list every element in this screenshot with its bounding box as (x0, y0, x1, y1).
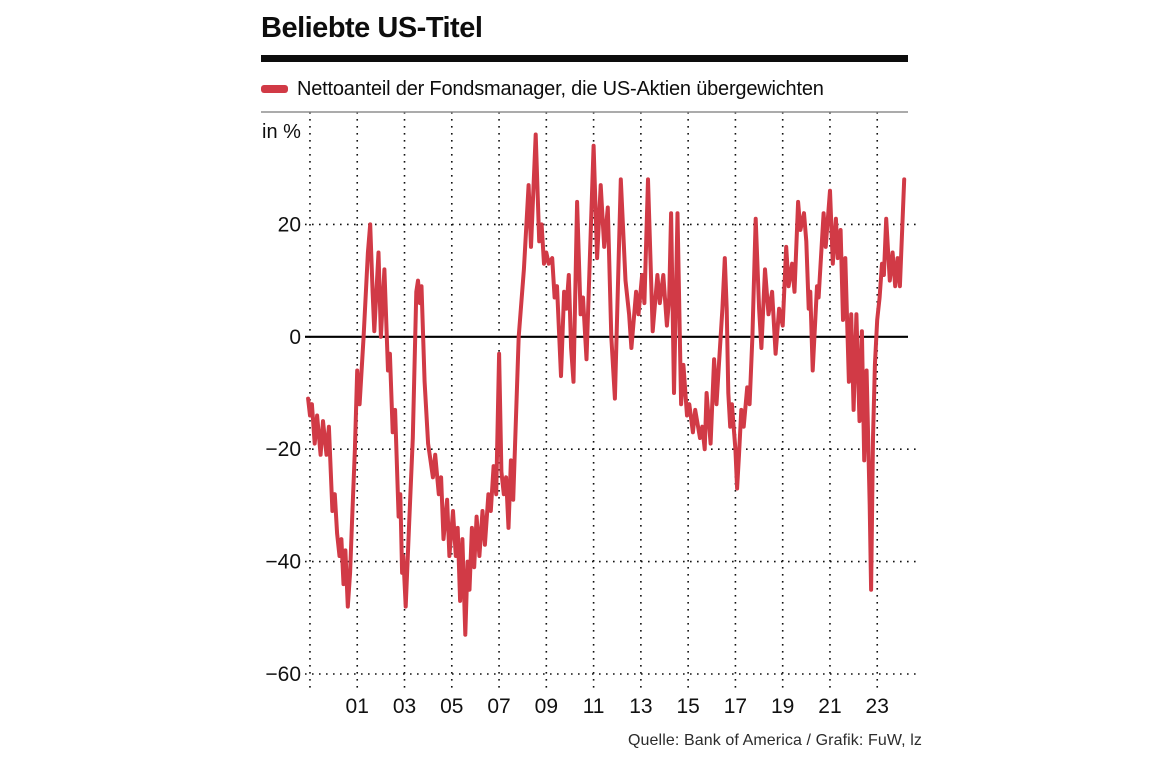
x-tick-label: 21 (818, 695, 841, 718)
x-tick-label: 05 (440, 695, 463, 718)
x-tick-label: 23 (866, 695, 889, 718)
y-tick-label: −20 (265, 438, 301, 461)
y-tick-label: −60 (265, 663, 301, 686)
x-tick-label: 11 (583, 695, 605, 718)
source-credit: Quelle: Bank of America / Grafik: FuW, l… (628, 732, 922, 749)
series-line (306, 132, 907, 637)
x-tick-label: 13 (629, 695, 652, 718)
legend-label: Nettoanteil der Fondsmanager, die US-Akt… (297, 77, 824, 100)
title-rule (261, 55, 908, 62)
page-title: Beliebte US-Titel (261, 12, 483, 44)
legend-line-swatch (261, 85, 288, 93)
x-tick-label: 01 (346, 695, 369, 718)
y-tick-label: 20 (278, 213, 301, 236)
x-tick-label: 07 (487, 695, 510, 718)
y-axis-unit-label: in % (262, 121, 301, 143)
y-tick-label: 0 (289, 326, 301, 349)
x-tick-label: 03 (393, 695, 416, 718)
y-tick-label: −40 (265, 551, 301, 574)
legend: Nettoanteil der Fondsmanager, die US-Akt… (261, 74, 921, 104)
x-tick-label: 17 (724, 695, 747, 718)
x-tick-label: 09 (535, 695, 558, 718)
x-tick-label: 15 (676, 695, 699, 718)
x-tick-label: 19 (771, 695, 794, 718)
